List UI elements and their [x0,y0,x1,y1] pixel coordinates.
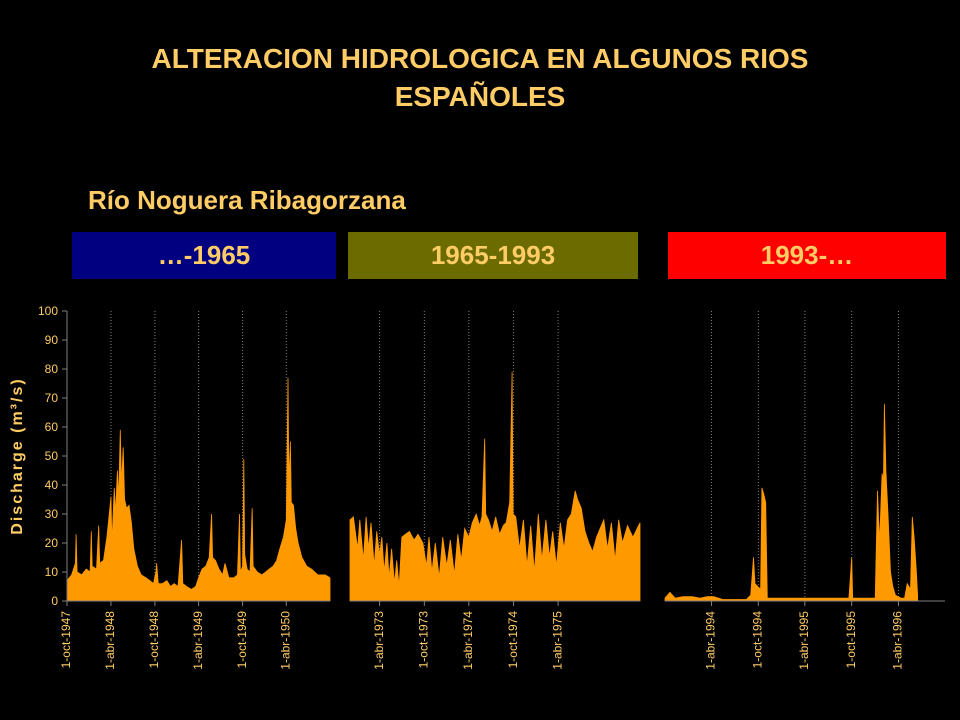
y-tick-label: 20 [45,536,59,550]
x-tick-label: 1-oct-1948 [147,611,161,669]
x-tick-label: 1-oct-1949 [235,611,249,669]
y-tick-label: 10 [45,565,59,579]
x-tick-label: 1-abr-1973 [372,611,386,670]
x-tick-label: 1-oct-1974 [506,611,520,669]
y-tick-label: 90 [45,333,59,347]
period-label-after-1993: 1993-… [668,232,946,279]
x-tick-label: 1-abr-1949 [191,611,205,670]
y-tick-label: 0 [51,594,58,608]
discharge-series-area-3 [664,403,918,602]
x-tick-label: 1-abr-1996 [891,611,905,670]
discharge-series-area-1 [66,377,331,602]
y-tick-label: 40 [45,478,59,492]
x-tick-label: 1-oct-1973 [416,611,430,669]
x-tick-label: 1-abr-1994 [704,611,718,670]
x-tick-label: 1-abr-1975 [550,611,564,670]
x-tick-label: 1-abr-1950 [278,611,292,670]
period-label-1965-1993: 1965-1993 [348,232,638,279]
discharge-series-area-2 [349,371,641,602]
x-tick-label: 1-abr-1948 [103,611,117,670]
y-tick-label: 50 [45,449,59,463]
y-tick-label: 100 [38,304,58,318]
x-tick-label: 1-oct-1994 [750,611,764,669]
y-tick-label: 30 [45,507,59,521]
title-line-2: ESPAÑOLES [394,81,566,112]
x-tick-label: 1-oct-1947 [59,611,73,669]
river-name: Río Noguera Ribagorzana [88,185,406,215]
y-tick-label: 60 [45,420,59,434]
page-title: ALTERACION HIDROLOGICA EN ALGUNOS RIOS E… [0,40,960,116]
y-tick-label: 80 [45,362,59,376]
x-tick-label: 1-abr-1995 [797,611,811,670]
y-axis-label: Discharge (m³/s) [9,377,26,534]
y-tick-label: 70 [45,391,59,405]
period-label-before-1965: …-1965 [72,232,336,279]
x-tick-label: 1-oct-1995 [844,611,858,669]
x-tick-label: 1-abr-1974 [461,611,475,670]
title-line-1: ALTERACION HIDROLOGICA EN ALGUNOS RIOS [151,43,809,74]
